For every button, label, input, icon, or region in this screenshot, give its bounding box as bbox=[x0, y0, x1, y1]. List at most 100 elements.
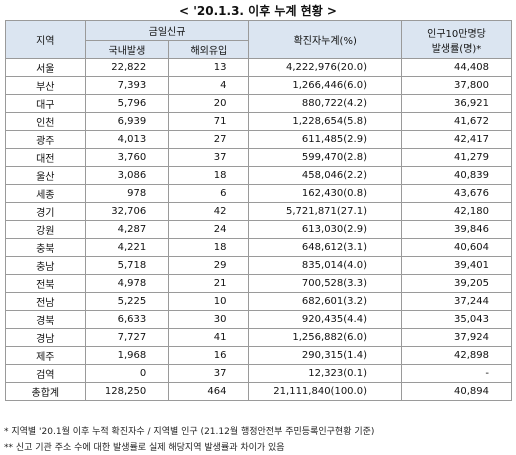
table-cell: 162,430(0.8) bbox=[248, 184, 402, 203]
table-row: 강원 4,287 24 613,030(2.9) 39,846 bbox=[5, 220, 513, 239]
table-cell: 7,393 bbox=[84, 76, 170, 95]
table-row: 대구 5,796 20 880,722(4.2) 36,921 bbox=[5, 94, 513, 113]
table-cell: 37,924 bbox=[400, 328, 513, 347]
table-cell: 충남 bbox=[5, 256, 86, 275]
table-cell: 21 bbox=[168, 274, 250, 293]
table-cell: 6,633 bbox=[84, 310, 170, 329]
table-cell: 제주 bbox=[5, 346, 86, 365]
table-cell: 290,315(1.4) bbox=[248, 346, 402, 365]
table-cell: - bbox=[400, 364, 513, 383]
table-cell: 29 bbox=[168, 256, 250, 275]
table-cell: 5,225 bbox=[84, 292, 170, 311]
table-cell: 경남 bbox=[5, 328, 86, 347]
table-cell: 42,417 bbox=[400, 130, 513, 149]
table-cell: 40,604 bbox=[400, 238, 513, 257]
table-cell: 18 bbox=[168, 166, 250, 185]
table-row: 세종 978 6 162,430(0.8) 43,676 bbox=[5, 184, 513, 203]
table-row: 대전 3,760 37 599,470(2.8) 41,279 bbox=[5, 148, 513, 167]
table-cell: 서울 bbox=[5, 58, 86, 77]
table-cell: 18 bbox=[168, 238, 250, 257]
table-cell: 1,266,446(6.0) bbox=[248, 76, 402, 95]
table-cell: 27 bbox=[168, 130, 250, 149]
table-cell: 20 bbox=[168, 94, 250, 113]
table-cell: 37,800 bbox=[400, 76, 513, 95]
table-cell: 5,721,871(27.1) bbox=[248, 202, 402, 221]
table-cell: 5,718 bbox=[84, 256, 170, 275]
table-cell: 부산 bbox=[5, 76, 86, 95]
table-cell: 3,086 bbox=[84, 166, 170, 185]
table-row: 부산 7,393 4 1,266,446(6.0) 37,800 bbox=[5, 76, 513, 95]
table-cell: 648,612(3.1) bbox=[248, 238, 402, 257]
table-cell: 40,894 bbox=[400, 382, 513, 401]
table-cell: 36,921 bbox=[400, 94, 513, 113]
table-cell: 대구 bbox=[5, 94, 86, 113]
header-line: 발생률(명)* bbox=[431, 43, 482, 55]
table-cell: 세종 bbox=[5, 184, 86, 203]
table-cell: 700,528(3.3) bbox=[248, 274, 402, 293]
table-row: 서울 22,822 13 4,222,976(20.0) 44,408 bbox=[5, 58, 513, 77]
table-cell: 71 bbox=[168, 112, 250, 131]
table-cell: 4,221 bbox=[84, 238, 170, 257]
table-cell: 10 bbox=[168, 292, 250, 311]
table-cell: 6,939 bbox=[84, 112, 170, 131]
table-row: 경북 6,633 30 920,435(4.4) 35,043 bbox=[5, 310, 513, 329]
table-cell: 1,256,882(6.0) bbox=[248, 328, 402, 347]
table-row: 충남 5,718 29 835,014(4.0) 39,401 bbox=[5, 256, 513, 275]
table-cell: 41,672 bbox=[400, 112, 513, 131]
table-cell: 42 bbox=[168, 202, 250, 221]
header-cell: 인구10만명당 발생률(명)* bbox=[400, 20, 513, 59]
table-cell: 37 bbox=[168, 364, 250, 383]
table-cell: 21,111,840(100.0) bbox=[248, 382, 402, 401]
table-cell: 613,030(2.9) bbox=[248, 220, 402, 239]
table-cell: 920,435(4.4) bbox=[248, 310, 402, 329]
footnote: * 지역별 '20.1월 이후 누적 확진자수 / 지역별 인구 (21.12월… bbox=[4, 427, 375, 437]
table-cell: 37 bbox=[168, 148, 250, 167]
table-cell: 4 bbox=[168, 76, 250, 95]
table-row: 경기 32,706 42 5,721,871(27.1) 42,180 bbox=[5, 202, 513, 221]
table-cell: 전북 bbox=[5, 274, 86, 293]
table-cell: 광주 bbox=[5, 130, 86, 149]
table-cell: 880,722(4.2) bbox=[248, 94, 402, 113]
table-cell: 강원 bbox=[5, 220, 86, 239]
table-row: 검역 0 37 12,323(0.1) - bbox=[5, 364, 513, 383]
table-cell: 전남 bbox=[5, 292, 86, 311]
table-row: 총합계 128,250 464 21,111,840(100.0) 40,894 bbox=[5, 382, 513, 401]
table-cell: 4,222,976(20.0) bbox=[248, 58, 402, 77]
table-cell: 35,043 bbox=[400, 310, 513, 329]
table-cell: 39,846 bbox=[400, 220, 513, 239]
table-cell: 4,013 bbox=[84, 130, 170, 149]
table-row: 인천 6,939 71 1,228,654(5.8) 41,672 bbox=[5, 112, 513, 131]
table-cell: 24 bbox=[168, 220, 250, 239]
table-cell: 경기 bbox=[5, 202, 86, 221]
header-cell: 지역 bbox=[5, 20, 86, 59]
table-cell: 16 bbox=[168, 346, 250, 365]
header-cell: 해외유입 bbox=[168, 40, 250, 59]
table-cell: 464 bbox=[168, 382, 250, 401]
table-row: 광주 4,013 27 611,485(2.9) 42,417 bbox=[5, 130, 513, 149]
table-cell: 22,822 bbox=[84, 58, 170, 77]
table-cell: 40,839 bbox=[400, 166, 513, 185]
table-cell: 128,250 bbox=[84, 382, 170, 401]
table-cell: 1,228,654(5.8) bbox=[248, 112, 402, 131]
header-line: 인구10만명당 bbox=[427, 28, 486, 40]
table-cell: 42,898 bbox=[400, 346, 513, 365]
header-cell: 확진자누계(%) bbox=[248, 20, 402, 59]
stats-table: 지역 금일신규 확진자누계(%) 인구10만명당 발생률(명)* 국내발생 해외… bbox=[5, 20, 513, 401]
table-cell: 1,968 bbox=[84, 346, 170, 365]
table-row: 제주 1,968 16 290,315(1.4) 42,898 bbox=[5, 346, 513, 365]
table-cell: 978 bbox=[84, 184, 170, 203]
table-cell: 39,205 bbox=[400, 274, 513, 293]
table-cell: 37,244 bbox=[400, 292, 513, 311]
table-row: 경남 7,727 41 1,256,882(6.0) 37,924 bbox=[5, 328, 513, 347]
table-cell: 30 bbox=[168, 310, 250, 329]
table-cell: 6 bbox=[168, 184, 250, 203]
header-cell: 금일신규 bbox=[84, 20, 250, 41]
table-row: 전남 5,225 10 682,601(3.2) 37,244 bbox=[5, 292, 513, 311]
table-cell: 458,046(2.2) bbox=[248, 166, 402, 185]
table-cell: 42,180 bbox=[400, 202, 513, 221]
table-cell: 13 bbox=[168, 58, 250, 77]
table-row: 울산 3,086 18 458,046(2.2) 40,839 bbox=[5, 166, 513, 185]
table-cell: 41,279 bbox=[400, 148, 513, 167]
table-cell: 41 bbox=[168, 328, 250, 347]
